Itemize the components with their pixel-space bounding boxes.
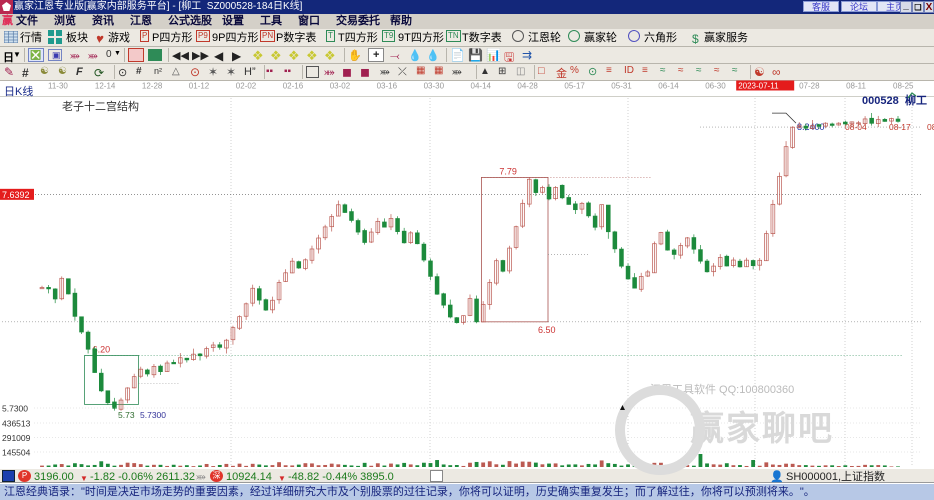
svg-text:7.6392: 7.6392 (2, 190, 30, 200)
svg-text:03-02: 03-02 (330, 82, 351, 91)
svg-text:12-28: 12-28 (142, 82, 163, 91)
svg-text:11-30: 11-30 (48, 82, 68, 91)
svg-text:5.7300: 5.7300 (2, 404, 28, 414)
svg-text:03-16: 03-16 (377, 82, 398, 91)
svg-text:436513: 436513 (2, 419, 31, 429)
svg-text:291009: 291009 (2, 433, 31, 443)
svg-text:赢家聊吧: 赢家聊吧 (690, 409, 834, 448)
svg-text:7.79: 7.79 (499, 166, 517, 176)
svg-text:6.50: 6.50 (538, 325, 556, 335)
svg-text:06-14: 06-14 (658, 82, 679, 91)
svg-text:07-28: 07-28 (799, 82, 820, 91)
svg-text:01-12: 01-12 (189, 82, 210, 91)
svg-text:08-11: 08-11 (846, 82, 866, 91)
svg-text:柳工: 柳工 (905, 93, 927, 107)
svg-text:000528: 000528 (862, 95, 899, 107)
svg-text:03-30: 03-30 (424, 82, 445, 91)
svg-text:02-02: 02-02 (236, 82, 257, 91)
svg-text:02-16: 02-16 (283, 82, 304, 91)
svg-text:2023-07-11: 2023-07-11 (738, 82, 779, 91)
svg-text:08-25: 08-25 (927, 122, 934, 132)
svg-text:05-31: 05-31 (611, 82, 632, 91)
svg-text:08-17: 08-17 (889, 122, 911, 132)
svg-text:04-28: 04-28 (517, 82, 538, 91)
svg-text:05-17: 05-17 (564, 82, 585, 91)
svg-text:08-25: 08-25 (893, 82, 914, 91)
svg-text:5.73: 5.73 (118, 410, 135, 420)
svg-text:145504: 145504 (2, 448, 31, 458)
svg-text:04-14: 04-14 (471, 82, 492, 91)
svg-text:5.7300: 5.7300 (140, 410, 166, 420)
svg-text:12-14: 12-14 (95, 82, 116, 91)
svg-text:06-30: 06-30 (705, 82, 726, 91)
